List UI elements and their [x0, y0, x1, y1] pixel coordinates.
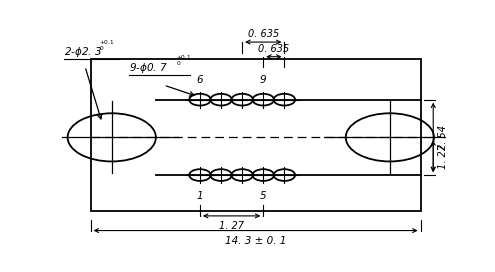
Text: 0. 635: 0. 635: [248, 29, 279, 39]
Text: 0. 635: 0. 635: [258, 44, 290, 54]
Bar: [91, 59, 421, 211]
Text: 2. 54: 2. 54: [438, 125, 448, 150]
Text: 6: 6: [197, 75, 203, 85]
Text: 1: 1: [197, 191, 203, 201]
Text: 5: 5: [260, 191, 267, 201]
Text: 14. 3 ± 0. 1: 14. 3 ± 0. 1: [225, 236, 286, 246]
Text: $^{+0.1}_{0}$: $^{+0.1}_{0}$: [176, 53, 192, 68]
Text: 1. 27: 1. 27: [438, 144, 448, 169]
Text: 2-$\phi$2. 3: 2-$\phi$2. 3: [64, 45, 102, 59]
Text: 1. 27: 1. 27: [219, 221, 244, 231]
Text: $^{+0.1}_{0}$: $^{+0.1}_{0}$: [99, 38, 115, 52]
Text: 9: 9: [260, 75, 267, 85]
Text: 9-$\phi$0. 7: 9-$\phi$0. 7: [129, 61, 168, 75]
